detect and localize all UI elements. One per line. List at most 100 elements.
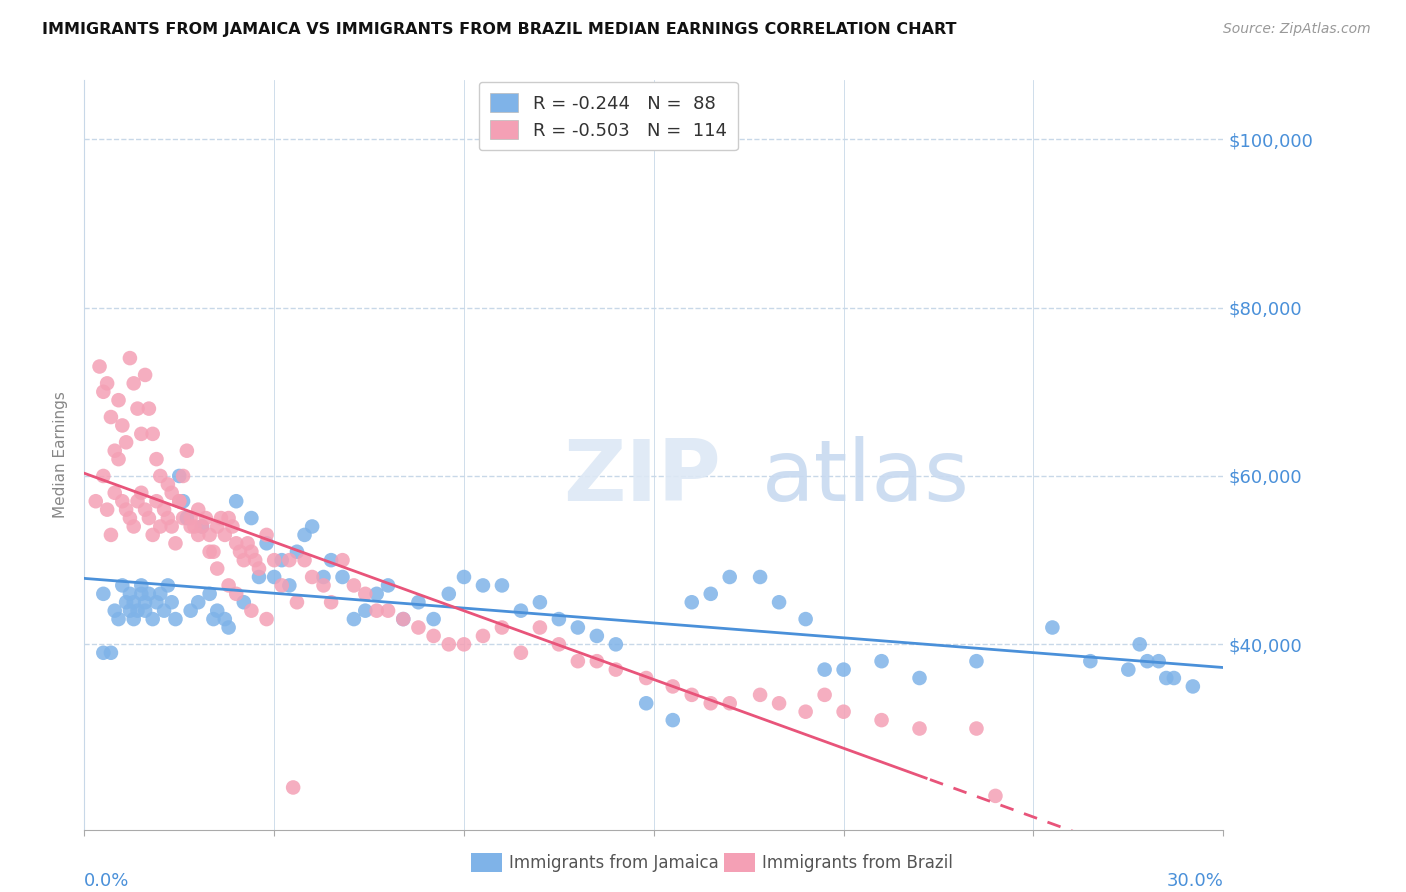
Text: atlas: atlas: [762, 436, 970, 519]
Point: [548, 612, 571, 626]
Point: [567, 620, 589, 634]
Point: [111, 418, 134, 433]
Point: [122, 595, 145, 609]
Point: [218, 511, 240, 525]
Point: [218, 620, 240, 634]
Point: [115, 595, 138, 609]
Point: [131, 426, 153, 441]
Point: [366, 604, 388, 618]
Point: [321, 553, 343, 567]
Point: [636, 696, 658, 710]
Point: [392, 612, 415, 626]
Point: [93, 469, 115, 483]
Point: [118, 587, 141, 601]
Point: [225, 494, 247, 508]
Point: [207, 604, 229, 618]
Point: [245, 553, 267, 567]
Point: [301, 570, 323, 584]
Point: [142, 528, 165, 542]
Point: [408, 595, 430, 609]
Point: [332, 553, 354, 567]
Point: [472, 578, 495, 592]
Point: [194, 511, 217, 525]
Point: [240, 511, 263, 525]
Point: [437, 637, 460, 651]
Point: [422, 612, 444, 626]
Point: [107, 452, 129, 467]
Point: [187, 528, 209, 542]
Point: [567, 654, 589, 668]
Point: [156, 578, 179, 592]
Point: [122, 519, 145, 533]
Point: [1156, 671, 1178, 685]
Point: [118, 351, 141, 365]
Point: [966, 722, 988, 736]
Point: [529, 595, 551, 609]
Point: [278, 553, 301, 567]
Point: [832, 663, 855, 677]
Point: [586, 629, 609, 643]
Point: [104, 443, 127, 458]
Point: [107, 612, 129, 626]
Point: [1181, 680, 1204, 694]
Point: [156, 477, 179, 491]
Text: IMMIGRANTS FROM JAMAICA VS IMMIGRANTS FROM BRAZIL MEDIAN EARNINGS CORRELATION CH: IMMIGRANTS FROM JAMAICA VS IMMIGRANTS FR…: [42, 22, 956, 37]
Point: [160, 485, 183, 500]
Point: [681, 688, 703, 702]
Point: [176, 511, 198, 525]
Point: [236, 536, 259, 550]
Point: [1136, 654, 1159, 668]
Point: [1042, 620, 1064, 634]
Point: [366, 587, 388, 601]
Point: [548, 637, 571, 651]
Point: [138, 401, 160, 416]
Point: [156, 511, 179, 525]
Point: [1163, 671, 1185, 685]
Point: [84, 494, 107, 508]
Point: [187, 595, 209, 609]
Point: [437, 587, 460, 601]
Point: [662, 713, 685, 727]
Point: [283, 780, 305, 795]
Point: [142, 612, 165, 626]
Point: [491, 620, 513, 634]
Point: [176, 443, 198, 458]
Point: [1129, 637, 1152, 651]
Point: [662, 680, 685, 694]
Point: [153, 502, 176, 516]
Point: [256, 612, 278, 626]
Point: [118, 511, 141, 525]
Point: [172, 494, 194, 508]
Point: [832, 705, 855, 719]
Point: [749, 570, 772, 584]
Point: [247, 570, 270, 584]
Point: [209, 511, 232, 525]
Text: Immigrants from Brazil: Immigrants from Brazil: [762, 854, 953, 871]
Point: [100, 528, 122, 542]
Point: [131, 485, 153, 500]
Point: [202, 612, 225, 626]
Text: ZIP: ZIP: [562, 436, 720, 519]
Point: [247, 561, 270, 575]
Point: [700, 587, 723, 601]
Point: [278, 578, 301, 592]
Point: [794, 705, 817, 719]
Point: [187, 502, 209, 516]
Point: [586, 654, 609, 668]
Point: [354, 604, 377, 618]
Text: Source: ZipAtlas.com: Source: ZipAtlas.com: [1223, 22, 1371, 37]
Point: [232, 595, 254, 609]
Point: [169, 494, 191, 508]
Point: [422, 629, 444, 643]
Point: [145, 595, 167, 609]
Point: [491, 578, 513, 592]
Point: [127, 604, 149, 618]
Point: [1080, 654, 1102, 668]
Point: [160, 519, 183, 533]
Point: [149, 469, 172, 483]
Point: [453, 637, 475, 651]
Point: [870, 654, 893, 668]
Point: [134, 604, 156, 618]
Point: [115, 435, 138, 450]
Point: [145, 494, 167, 508]
